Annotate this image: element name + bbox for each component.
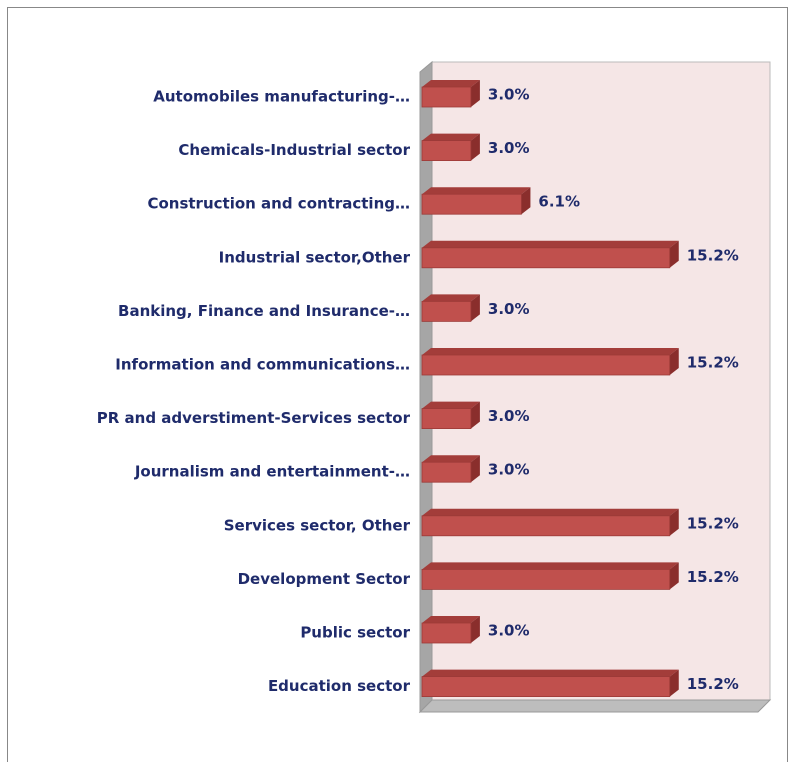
bar-side	[521, 187, 531, 215]
category-label: Banking, Finance and Insurance-…	[118, 302, 410, 320]
bar	[421, 300, 472, 322]
bar-top	[422, 133, 480, 141]
bar-top	[422, 187, 531, 195]
data-label: 6.1%	[538, 193, 580, 211]
bar-top	[422, 616, 480, 623]
bar-top	[422, 508, 679, 516]
data-label: 3.0%	[488, 300, 530, 318]
floor	[418, 699, 772, 713]
bar-top	[422, 240, 679, 248]
data-label: 3.0%	[488, 139, 530, 157]
category-label: Public sector	[300, 624, 410, 642]
bar-side	[669, 508, 679, 536]
bar	[421, 247, 671, 269]
bar-side	[470, 294, 480, 322]
bar-side	[470, 80, 480, 107]
bar-side	[669, 240, 679, 268]
bar-side	[470, 401, 480, 429]
bar-side	[470, 133, 480, 161]
data-label: 3.0%	[488, 86, 530, 104]
category-label: Services sector, Other	[224, 516, 411, 534]
bar-top	[422, 401, 480, 409]
bar-side	[669, 348, 679, 375]
category-label: Construction and contracting…	[147, 195, 410, 213]
data-label: 15.2%	[687, 354, 739, 372]
bar-top	[422, 562, 679, 570]
bar	[421, 86, 472, 108]
back-wall	[431, 61, 771, 701]
category-label: Automobiles manufacturing-…	[153, 88, 410, 106]
bar-top	[422, 348, 679, 355]
bar	[421, 622, 472, 644]
data-label: 3.0%	[488, 622, 530, 640]
bar	[421, 408, 472, 430]
data-label: 15.2%	[687, 568, 739, 586]
category-label: PR and adverstiment-Services sector	[97, 409, 411, 427]
bar-top	[422, 294, 480, 302]
bar	[421, 193, 522, 215]
bar	[421, 461, 472, 483]
bar-top	[422, 455, 480, 463]
bar	[421, 140, 472, 162]
bar-top	[422, 669, 679, 677]
bar-side	[470, 455, 480, 483]
data-label: 3.0%	[488, 461, 530, 479]
bar	[421, 676, 671, 697]
bar-side	[470, 616, 480, 643]
category-label: Development Sector	[238, 570, 411, 588]
bar-side	[669, 562, 679, 590]
category-label: Industrial sector,Other	[219, 248, 411, 266]
data-label: 15.2%	[687, 675, 739, 693]
category-label: Education sector	[268, 677, 411, 695]
bar	[421, 569, 671, 590]
bar-side	[669, 669, 679, 697]
bar	[421, 515, 671, 537]
data-label: 15.2%	[687, 514, 739, 532]
bar	[421, 354, 671, 376]
category-label: Journalism and entertainment-…	[134, 463, 410, 481]
data-label: 15.2%	[687, 246, 739, 264]
category-label: Information and communications…	[115, 356, 410, 374]
category-label: Chemicals-Industrial sector	[178, 141, 410, 159]
data-label: 3.0%	[488, 407, 530, 425]
bar-top	[422, 80, 480, 87]
